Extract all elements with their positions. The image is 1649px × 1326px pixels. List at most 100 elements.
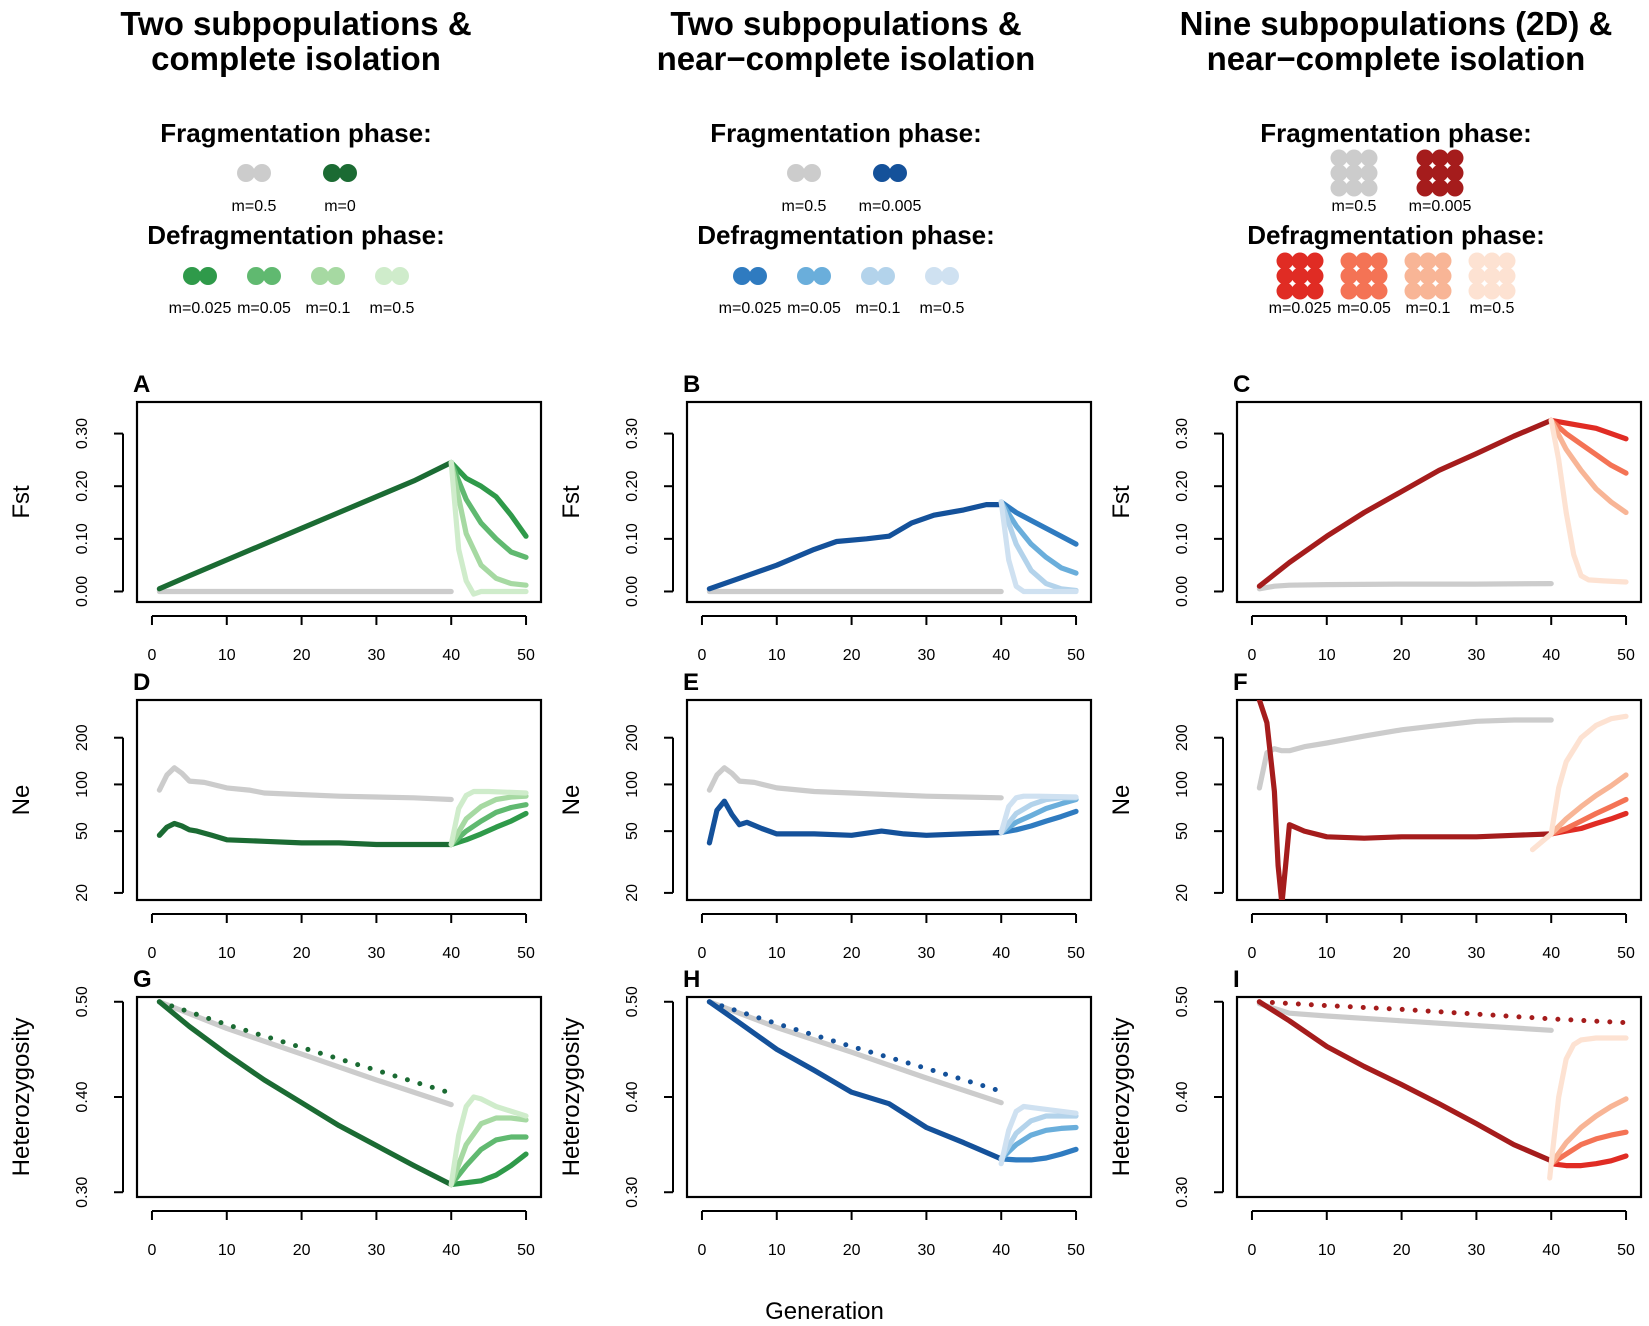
- legend-dot: [797, 267, 815, 285]
- legend-dot: [1276, 252, 1294, 270]
- y-tick-label: 0.00: [624, 576, 641, 607]
- panel-series-group: [156, 765, 529, 848]
- series-line: [998, 793, 1079, 836]
- series-line: [706, 999, 1004, 1162]
- x-axis-title: Generation: [765, 1298, 884, 1325]
- panel-B: B 0 10 20 30 40 50 0.00 0.10 0.20 0.30 Fst: [558, 371, 1093, 664]
- series-line: [448, 788, 529, 848]
- series-line: [1547, 1035, 1629, 1181]
- x-tick-label: 40: [992, 647, 1010, 664]
- legend-label-defrag: m=0.025: [1268, 300, 1332, 317]
- plot-frame: [685, 995, 1093, 1199]
- series-line: [156, 999, 454, 1188]
- plot-frame: [135, 400, 543, 604]
- series-line: [448, 1115, 529, 1188]
- series-line: [998, 796, 1079, 836]
- y-tick-label: 0.30: [74, 1177, 91, 1208]
- legend-label-defrag: m=0.5: [1469, 300, 1515, 317]
- plot-frame: [1235, 400, 1643, 604]
- series-line: [156, 765, 454, 803]
- x-tick-label: 40: [442, 1242, 460, 1259]
- legend-symbol-two-dot: [925, 267, 959, 285]
- legend-dot: [873, 164, 891, 182]
- legend-label-frag-control: m=0.5: [231, 198, 277, 215]
- legend-symbol-nine-dot: [1468, 252, 1516, 300]
- x-tick-label: 30: [368, 647, 386, 664]
- legend-symbol-nine-dot: [1416, 149, 1464, 197]
- plot-frame: [135, 995, 543, 1199]
- legend-dot: [1360, 179, 1378, 197]
- legend-dot: [889, 164, 907, 182]
- column-title-1-line2: complete isolation: [151, 40, 441, 77]
- legend-dot: [263, 267, 281, 285]
- panel-I: I 0 10 20 30 40 50 0.30 0.40 0.50 Heterozygosity: [1108, 966, 1643, 1259]
- legend-symbol-two-dot: [797, 267, 831, 285]
- x-tick-label: 40: [442, 647, 460, 664]
- x-tick-label: 20: [293, 647, 311, 664]
- panel-C: C 0 10 20 30 40 50 0.00 0.10 0.20 0.30 Fst: [1108, 371, 1643, 664]
- y-tick-label: 20: [74, 884, 91, 902]
- series-line: [1548, 417, 1629, 516]
- y-tick-label: 100: [1174, 771, 1191, 798]
- series-line: [448, 1094, 529, 1188]
- panel-series-group: [156, 459, 529, 597]
- panel-G: G 0 10 20 30 40 50 0.30 0.40 0.50 Heterozygosity: [8, 966, 543, 1259]
- legend-dot: [183, 267, 201, 285]
- y-axis-title: Fst: [558, 485, 585, 519]
- y-tick-label: 0.30: [74, 418, 91, 449]
- legend-dot: [861, 267, 879, 285]
- legend-dot: [1370, 267, 1388, 285]
- x-tick-label: 30: [368, 1242, 386, 1259]
- panel-letter: H: [683, 966, 700, 993]
- legend-dot: [1345, 164, 1363, 182]
- column-title-3: Nine subpopulations (2D) & near−complete…: [1136, 6, 1649, 76]
- legend-dot: [1483, 252, 1501, 270]
- panel-H: H 0 10 20 30 40 50 0.30 0.40 0.50 Heterozygosity: [558, 966, 1093, 1259]
- y-tick-label: 20: [1174, 884, 1191, 902]
- y-tick-label: 50: [74, 822, 91, 840]
- legend-dot: [1404, 282, 1422, 300]
- series-line: [998, 808, 1079, 836]
- legend-dot: [1370, 282, 1388, 300]
- plot-frame: [685, 400, 1093, 604]
- legend-dot: [1330, 164, 1348, 182]
- y-tick-label: 0.40: [624, 1081, 641, 1112]
- series-line: [1548, 417, 1629, 476]
- legend-dot: [733, 267, 751, 285]
- series-line: [706, 502, 1004, 592]
- x-tick-label: 30: [1468, 647, 1486, 664]
- legend-dot: [1483, 282, 1501, 300]
- y-tick-label: 0.30: [624, 1177, 641, 1208]
- series-line: [156, 999, 454, 1108]
- panel-A: A 0 10 20 30 40 50 0.00 0.10 0.20 0.30 Fst: [8, 371, 543, 664]
- legend-dot: [1360, 164, 1378, 182]
- series-line: [998, 1124, 1079, 1162]
- y-tick-label: 200: [74, 724, 91, 751]
- y-tick-label: 0.20: [624, 471, 641, 502]
- y-axis-title: Ne: [1108, 785, 1135, 816]
- y-tick-label: 0.30: [624, 418, 641, 449]
- panel-letter: B: [683, 371, 700, 398]
- x-tick-label: 20: [843, 1242, 861, 1259]
- legend-dot: [199, 267, 217, 285]
- legend-dot: [311, 267, 329, 285]
- column-title-1-line1: Two subpopulations &: [120, 5, 472, 42]
- y-tick-label: 0.30: [1174, 418, 1191, 449]
- defrag-heading-2: Defragmentation phase:: [697, 220, 995, 250]
- series-line: [1529, 713, 1629, 853]
- legend-dot: [1370, 252, 1388, 270]
- x-tick-label: 10: [218, 945, 236, 962]
- legend-dot: [323, 164, 341, 182]
- x-tick-label: 0: [698, 647, 707, 664]
- legend-dot: [1434, 252, 1452, 270]
- y-tick-label: 0.50: [624, 986, 641, 1017]
- panel-series-group: [1256, 700, 1629, 900]
- legend-dot: [941, 267, 959, 285]
- x-tick-label: 20: [293, 945, 311, 962]
- x-tick-label: 0: [698, 945, 707, 962]
- legend-dot: [1291, 282, 1309, 300]
- legend-dot: [391, 267, 409, 285]
- panel-letter: E: [683, 669, 699, 696]
- column-title-2-line2: near−complete isolation: [656, 40, 1036, 77]
- x-tick-label: 30: [918, 945, 936, 962]
